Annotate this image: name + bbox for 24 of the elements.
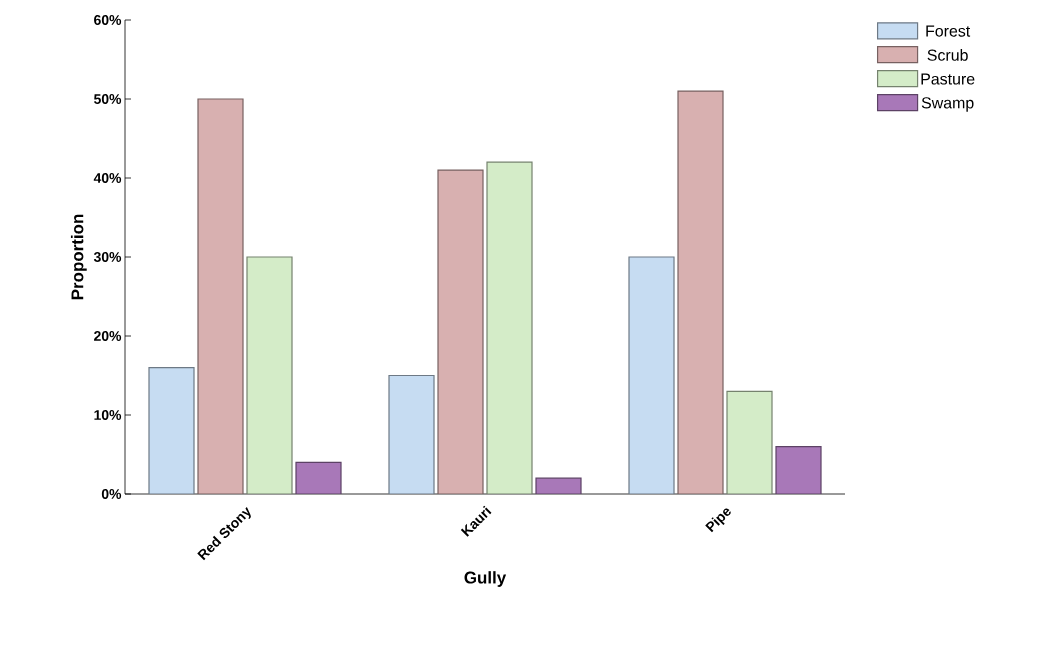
y-axis-title: Proportion [70, 214, 87, 300]
bar [197, 98, 244, 494]
y-tick-label: 50% [93, 94, 122, 104]
x-axis-title: Gully [464, 571, 507, 587]
bar [388, 374, 435, 494]
y-tick-label: 10% [94, 410, 122, 420]
y-tick-label: 30% [93, 252, 122, 262]
bar [148, 367, 195, 494]
legend-label: Scrub [927, 49, 968, 61]
bar [486, 161, 533, 494]
y-tick-label: 0% [101, 489, 122, 499]
y-tick-label: 60% [94, 15, 122, 25]
bar [775, 446, 822, 494]
y-tick-label: 20% [94, 331, 122, 341]
y-tick-label: 40% [93, 173, 122, 183]
bar [628, 256, 675, 494]
bar [246, 256, 293, 494]
bar [295, 461, 342, 494]
bar [726, 390, 773, 494]
bar [437, 169, 484, 494]
legend-label: Swamp [921, 97, 974, 112]
legend-label: Pasture [921, 73, 975, 85]
legend-label: Forest [926, 25, 971, 37]
bar [677, 90, 724, 494]
